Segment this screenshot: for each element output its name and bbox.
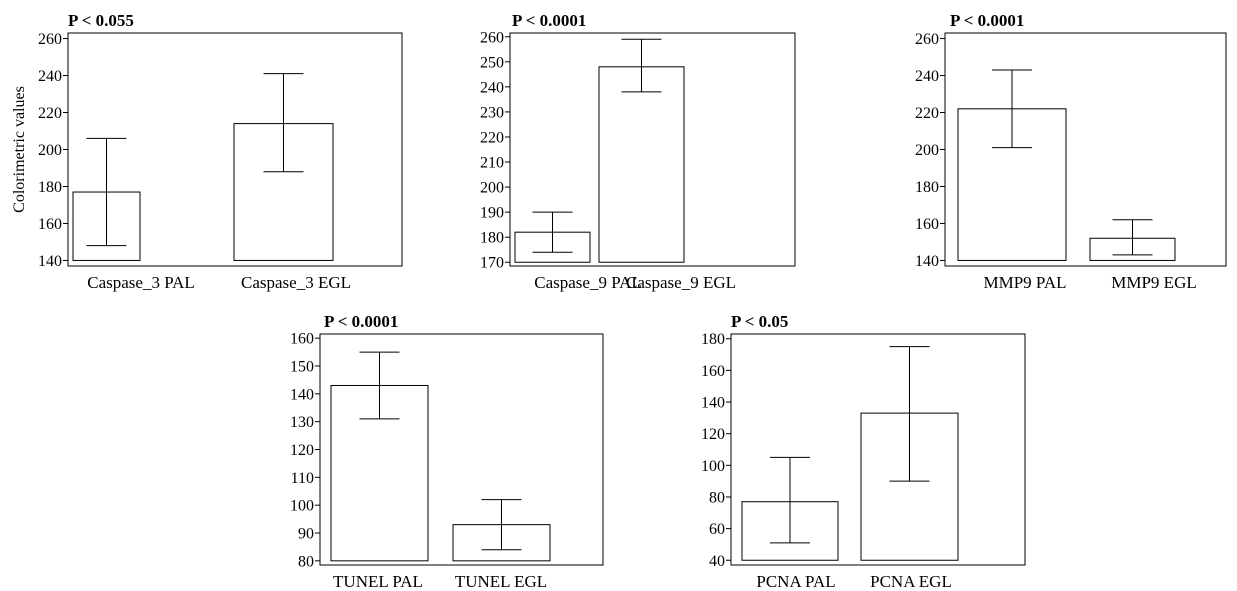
plot-frame xyxy=(509,32,796,267)
y-tick-label: 180 xyxy=(480,230,504,247)
y-tick-label: 100 xyxy=(701,458,725,475)
category-label: Caspase_3 EGL xyxy=(241,273,351,292)
y-tick-label: 230 xyxy=(480,104,504,121)
y-tick-label: 200 xyxy=(480,180,504,197)
panel-tunel: P < 0.0001 80 90 100 110 120 130 140 150 160 TUNEL… xyxy=(290,312,604,591)
y-tick-label: 120 xyxy=(701,426,725,443)
category-label: TUNEL PAL xyxy=(333,572,423,591)
y-tick-label: 170 xyxy=(480,255,504,272)
panel-title: P < 0.05 xyxy=(731,312,788,331)
category-label: Caspase_9 PAL xyxy=(534,273,642,292)
y-tick-label: 160 xyxy=(701,363,725,380)
y-tick-label: 240 xyxy=(480,79,504,96)
y-tick-label: 140 xyxy=(38,253,62,270)
category-label: MMP9 PAL xyxy=(984,273,1067,292)
y-tick-label: 190 xyxy=(480,205,504,222)
y-tick-label: 130 xyxy=(290,414,314,431)
category-label: TUNEL EGL xyxy=(455,572,547,591)
y-tick-label: 250 xyxy=(480,54,504,71)
y-tick-label: 200 xyxy=(38,142,62,159)
y-tick-label: 60 xyxy=(709,521,725,538)
panel-pcna: P < 0.05 40 60 80 100 120 140 160 180 PCNA PAL PCN… xyxy=(701,312,1026,591)
panel-title: P < 0.055 xyxy=(68,11,134,30)
y-tick-label: 80 xyxy=(298,553,314,570)
panel-caspase-9: P < 0.0001 170 180 190 200 210 220 230 240 250 260… xyxy=(480,11,796,292)
y-tick-label: 180 xyxy=(38,179,62,196)
bar xyxy=(598,66,685,263)
y-tick-label: 220 xyxy=(915,105,939,122)
y-tick-label: 150 xyxy=(290,359,314,376)
y-axis-label: Colorimetric values xyxy=(11,86,28,213)
y-tick-label: 80 xyxy=(709,489,725,506)
panel-title: P < 0.0001 xyxy=(324,312,398,331)
y-tick-label: 140 xyxy=(290,386,314,403)
y-tick-label: 110 xyxy=(291,470,314,487)
y-tick-label: 100 xyxy=(290,498,314,515)
y-tick-label: 120 xyxy=(290,442,314,459)
y-tick-label: 180 xyxy=(915,179,939,196)
y-tick-label: 260 xyxy=(38,31,62,48)
panel-title: P < 0.0001 xyxy=(512,11,586,30)
plot-frame xyxy=(730,333,1026,566)
category-label: PCNA EGL xyxy=(870,572,952,591)
y-tick-label: 260 xyxy=(915,31,939,48)
y-tick-label: 140 xyxy=(915,253,939,270)
y-tick-label: 240 xyxy=(38,68,62,85)
y-tick-label: 40 xyxy=(709,553,725,570)
panel-title: P < 0.0001 xyxy=(950,11,1024,30)
y-tick-label: 180 xyxy=(701,331,725,348)
y-tick-label: 160 xyxy=(38,216,62,233)
panel-mmp9: P < 0.0001 140 160 180 200 220 240 260 MMP9 PAL M… xyxy=(915,11,1227,292)
y-tick-label: 240 xyxy=(915,68,939,85)
y-tick-label: 200 xyxy=(915,142,939,159)
panel-caspase-3: P < 0.055 140 160 180 200 220 240 260 Colorimetr… xyxy=(11,11,403,292)
y-tick-label: 260 xyxy=(480,29,504,46)
y-tick-label: 140 xyxy=(701,395,725,412)
y-tick-label: 160 xyxy=(290,331,314,348)
category-label: Caspase_9 EGL xyxy=(626,273,736,292)
y-tick-label: 220 xyxy=(480,129,504,146)
y-tick-label: 220 xyxy=(38,105,62,122)
y-tick-label: 210 xyxy=(480,155,504,172)
category-label: MMP9 EGL xyxy=(1111,273,1196,292)
category-label: Caspase_3 PAL xyxy=(87,273,195,292)
y-tick-label: 90 xyxy=(298,525,314,542)
category-label: PCNA PAL xyxy=(756,572,835,591)
y-tick-label: 160 xyxy=(915,216,939,233)
